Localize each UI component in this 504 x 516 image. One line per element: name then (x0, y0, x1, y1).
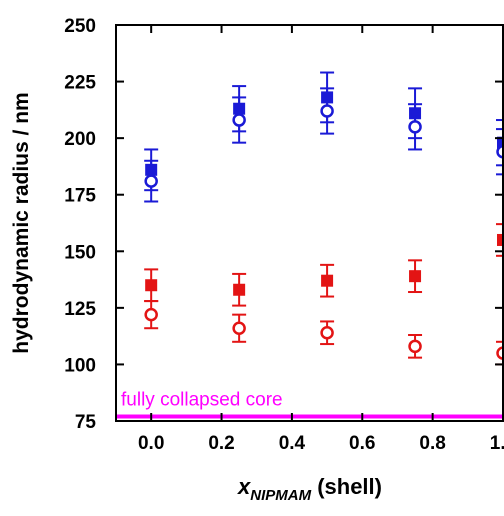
x-tick-label: 0.4 (279, 433, 306, 454)
data-series-1 (144, 73, 504, 191)
y-axis-label: hydrodynamic radius / nm (10, 92, 33, 353)
data-point-square (145, 279, 157, 291)
data-point-circle (410, 341, 421, 352)
collapsed-core-label: fully collapsed core (121, 389, 283, 410)
x-tick-label: 1.0 (490, 433, 504, 454)
x-tick-label: 0.0 (138, 433, 164, 454)
data-layer (144, 73, 504, 365)
y-tick-label: 75 (75, 412, 97, 433)
x-axis-label-sub: NIPMAM (250, 487, 311, 504)
data-point-circle (410, 121, 421, 132)
y-tick-label: 175 (64, 186, 96, 207)
data-series-2 (144, 88, 504, 201)
data-point-circle (322, 327, 333, 338)
x-tick-label: 0.2 (208, 433, 234, 454)
data-point-square (321, 275, 333, 287)
data-point-square (409, 270, 421, 282)
y-tick-label: 100 (64, 355, 96, 376)
y-tick-label: 200 (64, 129, 96, 150)
plot-frame (116, 25, 503, 421)
axes-layer: 75 100 125 150 175 200 225 250 0.0 0.2 0.4 0.6 0.8 1.… (64, 16, 504, 454)
data-series-4 (144, 301, 504, 364)
x-axis-label-rest: (shell) (311, 474, 382, 499)
data-point-circle (322, 105, 333, 116)
data-series-3 (144, 224, 504, 305)
data-point-circle (146, 176, 157, 187)
y-tick-label: 150 (64, 242, 96, 263)
x-axis-label-main: x (237, 474, 251, 499)
x-axis-label: xNIPMAM (shell) (237, 474, 382, 504)
data-point-circle (146, 309, 157, 320)
x-tick-label: 0.8 (419, 433, 445, 454)
y-tick-label: 125 (64, 299, 96, 320)
y-tick-label: 250 (64, 16, 96, 37)
reference-line-layer: fully collapsed core (116, 389, 503, 416)
x-tick-label: 0.6 (349, 433, 375, 454)
data-point-circle (234, 115, 245, 126)
data-point-circle (234, 323, 245, 334)
y-tick-label: 225 (64, 73, 96, 94)
data-point-square (233, 284, 245, 296)
